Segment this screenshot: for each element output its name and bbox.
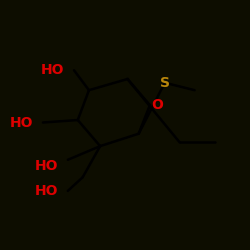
Text: HO: HO — [34, 184, 58, 198]
Text: HO: HO — [40, 63, 64, 77]
Text: HO: HO — [10, 116, 33, 130]
Text: O: O — [152, 98, 163, 112]
Text: HO: HO — [34, 159, 58, 173]
Text: S: S — [160, 76, 170, 90]
